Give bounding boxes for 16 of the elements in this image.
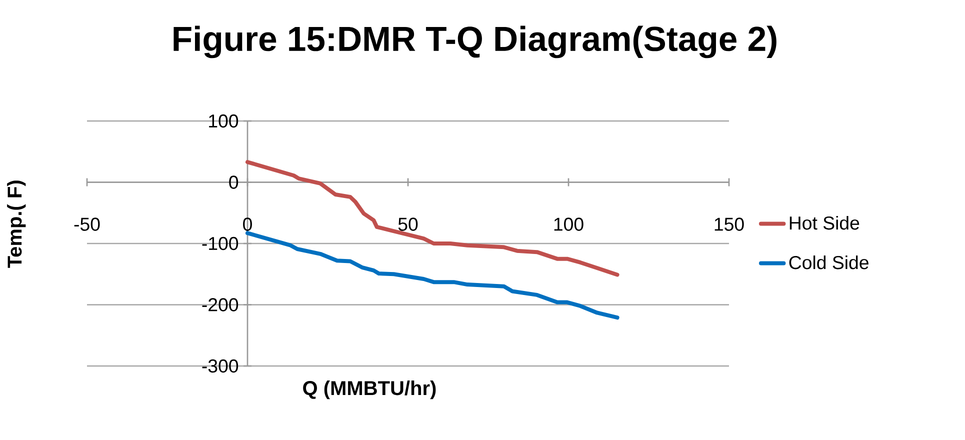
legend-label: Hot Side	[790, 216, 860, 230]
y-axis-title: Temp.( F)	[7, 180, 26, 268]
line-series	[246, 231, 620, 320]
x-axis-title: Q (MMBTU/hr)	[303, 380, 436, 400]
x-tick-label: 50	[398, 218, 418, 231]
y-tick-label: -100	[202, 236, 238, 250]
x-tick-label: 150	[714, 218, 744, 231]
legend-label: Cold Side	[789, 256, 868, 270]
y-tick-label: -200	[202, 298, 238, 312]
y-tick-label: -300	[202, 359, 238, 373]
x-tick-label: 0	[243, 218, 252, 231]
x-tick-label: 100	[554, 218, 584, 231]
x-tick-label: -50	[74, 218, 100, 231]
y-tick-label: 100	[209, 114, 238, 128]
y-tick-label: 0	[229, 176, 238, 189]
chart-title: Figure 15:DMR T-Q Diagram(Stage 2)	[174, 26, 776, 58]
